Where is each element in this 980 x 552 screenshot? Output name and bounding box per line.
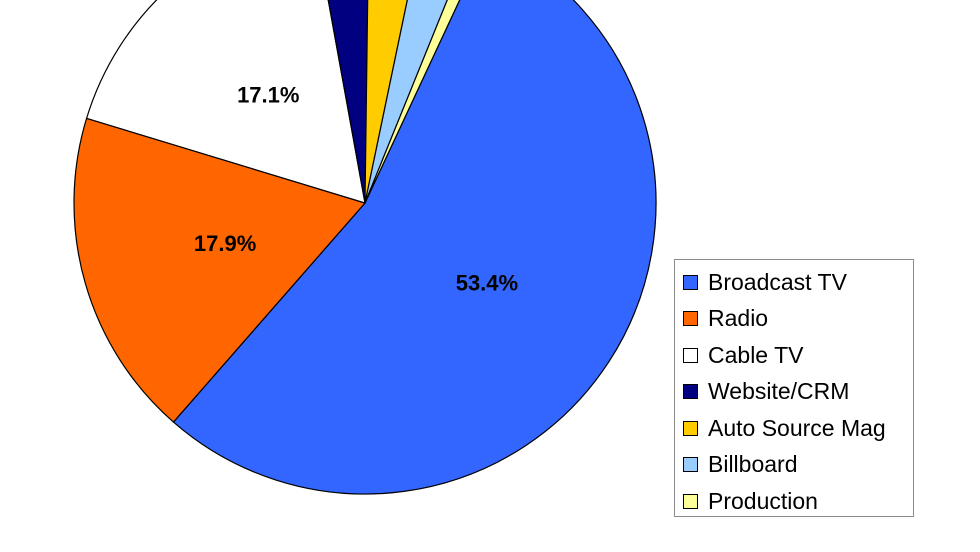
legend-swatch — [683, 457, 698, 473]
legend-item-billboard: Billboard — [675, 447, 913, 484]
legend-swatch — [683, 347, 698, 363]
legend-item-auto-source-mag: Auto Source Mag — [675, 410, 913, 447]
data-label-broadcast-tv: 53.4% — [456, 270, 518, 295]
legend-label: Broadcast TV — [708, 268, 847, 295]
legend-item-website-crm: Website/CRM — [675, 374, 913, 411]
chart-legend: Broadcast TV Radio Cable TV Website/CRM Auto… — [674, 259, 914, 517]
legend-label: Website/CRM — [708, 378, 850, 405]
data-label-cable-tv: 17.1% — [237, 82, 299, 107]
legend-item-broadcast-tv: Broadcast TV — [675, 264, 913, 301]
pie-slice-website-crm — [327, 0, 369, 204]
legend-swatch — [683, 311, 698, 327]
legend-swatch — [683, 493, 698, 509]
pie-slice-radio — [73, 117, 367, 423]
legend-item-production: Production — [675, 483, 913, 520]
pie-slice-cable-tv — [85, 0, 366, 204]
legend-label: Cable TV — [708, 341, 804, 368]
legend-item-cable-tv: Cable TV — [675, 337, 913, 374]
pie-slice-broadcast-tv — [172, 0, 657, 495]
pie-data-labels: 53.4% 17.9% 17.1% — [194, 82, 518, 295]
pie-slice-billboard — [364, 0, 448, 204]
legend-label: Production — [708, 487, 818, 514]
legend-swatch — [683, 384, 698, 400]
legend-label: Auto Source Mag — [708, 414, 886, 441]
legend-label: Radio — [708, 305, 769, 332]
pie-slices — [73, 0, 657, 495]
data-label-radio: 17.9% — [194, 231, 256, 256]
pie-slice-auto-source-mag — [364, 0, 408, 204]
legend-swatch — [683, 274, 698, 290]
legend-item-radio: Radio — [675, 301, 913, 338]
legend-swatch — [683, 420, 698, 436]
legend-label: Billboard — [708, 451, 798, 478]
